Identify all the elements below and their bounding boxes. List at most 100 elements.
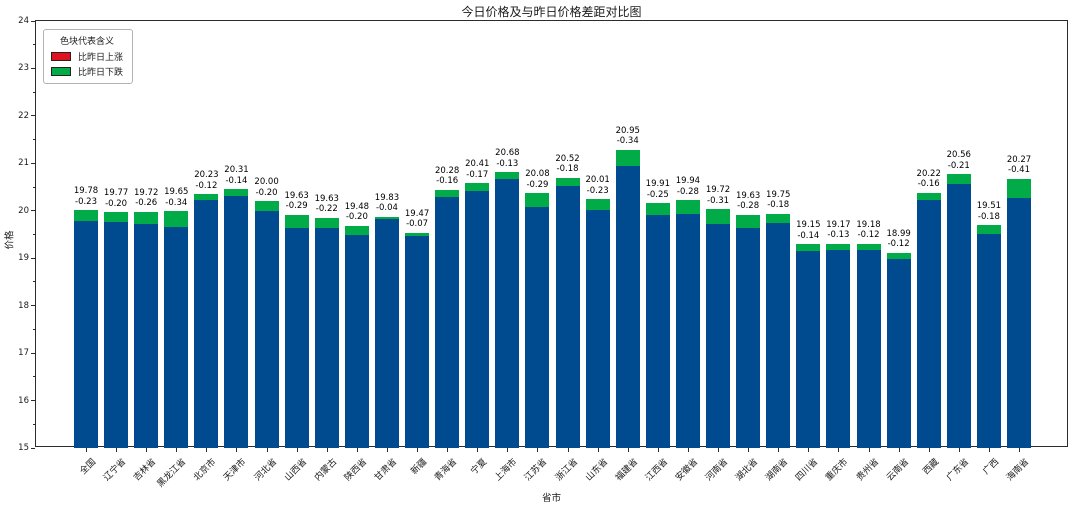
bar-today-price [164, 227, 189, 448]
x-axis-label: 省市 [541, 493, 561, 504]
bar-value-label: 20.52 -0.18 [545, 154, 591, 175]
bar-diff-value: -0.29 [526, 179, 549, 190]
x-tick-label: 福建省 [613, 457, 640, 484]
bar-price-value: 20.95 [615, 125, 640, 136]
y-axis-minor-tick [33, 423, 35, 425]
bar-diff-value: -0.18 [556, 163, 579, 174]
bar-price-value: 19.18 [856, 219, 881, 230]
bar-value-label: 20.31 -0.14 [213, 165, 259, 186]
x-tick-label: 贵州省 [854, 457, 881, 484]
bar-drop-segment [254, 201, 279, 211]
bar-drop-segment [465, 183, 490, 192]
x-axis-tick [898, 448, 900, 452]
bar-diff-value: -0.23 [586, 185, 609, 196]
x-axis-tick [447, 448, 449, 452]
x-tick-label: 重庆市 [824, 457, 851, 484]
bar-value-label: 18.99 -0.12 [876, 229, 922, 250]
x-axis-tick [958, 448, 960, 452]
bar-value-label: 20.23 -0.12 [183, 170, 229, 191]
bar-drop-segment [284, 214, 309, 229]
bar-drop-segment [796, 244, 821, 252]
bar-drop-segment [495, 172, 520, 179]
bar-diff-value: -0.31 [707, 195, 730, 206]
bar-drop-segment [194, 194, 219, 200]
bar-diff-value: -0.12 [195, 180, 218, 191]
y-axis-minor-tick [33, 91, 35, 93]
bar-price-value: 19.63 [314, 193, 339, 204]
y-tick-label: 20 [18, 205, 29, 216]
bar-today-price [254, 210, 279, 448]
bar-today-price [916, 200, 941, 448]
bar-drop-segment [856, 243, 881, 250]
x-axis-tick [928, 448, 930, 452]
bar-value-label: 19.63 -0.28 [725, 191, 771, 212]
x-tick-label: 北京市 [192, 457, 219, 484]
bar-diff-value: -0.23 [75, 196, 97, 207]
bar-price-value: 19.17 [826, 219, 851, 230]
bar-diff-value: -0.25 [646, 189, 669, 200]
y-tick-label: 18 [18, 300, 29, 311]
y-axis-minor-tick [33, 376, 35, 378]
y-tick-label: 19 [18, 253, 29, 264]
x-tick-label: 广西 [981, 457, 1002, 477]
y-axis-major-tick [31, 162, 35, 164]
bar-today-price [314, 228, 339, 448]
x-tick-label: 四川省 [794, 457, 821, 484]
bar-diff-value: -0.26 [135, 198, 158, 209]
bar-price-value: 19.94 [675, 176, 701, 187]
bar-price-value: 20.41 [465, 159, 490, 170]
x-axis-tick [296, 448, 298, 452]
x-tick-label: 陕西省 [342, 457, 370, 484]
bar-price-value: 20.08 [525, 169, 550, 180]
bar-drop-segment [946, 174, 971, 185]
bar-diff-value: -0.34 [165, 197, 188, 208]
bar-today-price [886, 258, 911, 448]
bar-price-value: 19.83 [374, 192, 400, 203]
x-tick-label: 新疆 [409, 457, 430, 477]
chart-title: 今日价格及与昨日价格差距对比图 [461, 5, 642, 19]
x-axis-tick [507, 448, 509, 452]
x-axis-tick [236, 448, 238, 452]
bar-value-label: 19.78 -0.23 [63, 186, 109, 207]
bar-diff-value: -0.14 [225, 175, 248, 186]
y-axis-major-tick [31, 115, 35, 117]
bar-drop-segment [555, 177, 580, 187]
bar-drop-segment [706, 209, 731, 225]
y-axis-major-tick [31, 352, 35, 354]
bar-price-value: 19.77 [103, 188, 129, 199]
x-axis-tick [838, 448, 840, 452]
legend-title: 色块代表含义 [60, 37, 115, 47]
x-tick-label: 西藏 [921, 457, 941, 477]
legend-up-swatch-icon [51, 52, 71, 61]
bar-drop-segment [134, 211, 159, 225]
x-axis-tick [176, 448, 178, 452]
legend-down-swatch-icon [51, 67, 71, 76]
legend-down-label: 比昨日下跌 [78, 68, 124, 78]
bar-value-label: 19.15 -0.14 [785, 220, 831, 241]
bar-today-price [224, 196, 249, 448]
x-axis-tick [778, 448, 780, 452]
bar-today-price [465, 191, 490, 448]
x-axis-tick [326, 448, 328, 452]
y-axis-minor-tick [33, 234, 35, 235]
x-tick-label: 山西省 [282, 457, 309, 484]
bar-today-price [675, 213, 700, 448]
bar-price-value: 19.78 [73, 186, 99, 197]
bar-diff-value: -0.13 [496, 158, 519, 169]
bar-diff-value: -0.20 [255, 187, 278, 198]
y-tick-label: 23 [18, 63, 29, 74]
bar-value-label: 19.91 -0.25 [635, 179, 681, 200]
bar-drop-segment [525, 193, 550, 207]
bar-today-price [555, 186, 580, 448]
y-axis-major-tick [31, 257, 35, 259]
y-tick-label: 24 [18, 16, 29, 26]
bar-today-price [525, 206, 550, 448]
x-axis-tick [477, 448, 479, 452]
y-axis-major-tick [31, 67, 35, 69]
bar-today-price [495, 178, 520, 448]
x-axis-tick [417, 448, 419, 452]
bar-price-value: 20.00 [254, 177, 279, 188]
bar-drop-segment [615, 149, 640, 166]
x-axis-tick [1019, 448, 1020, 452]
